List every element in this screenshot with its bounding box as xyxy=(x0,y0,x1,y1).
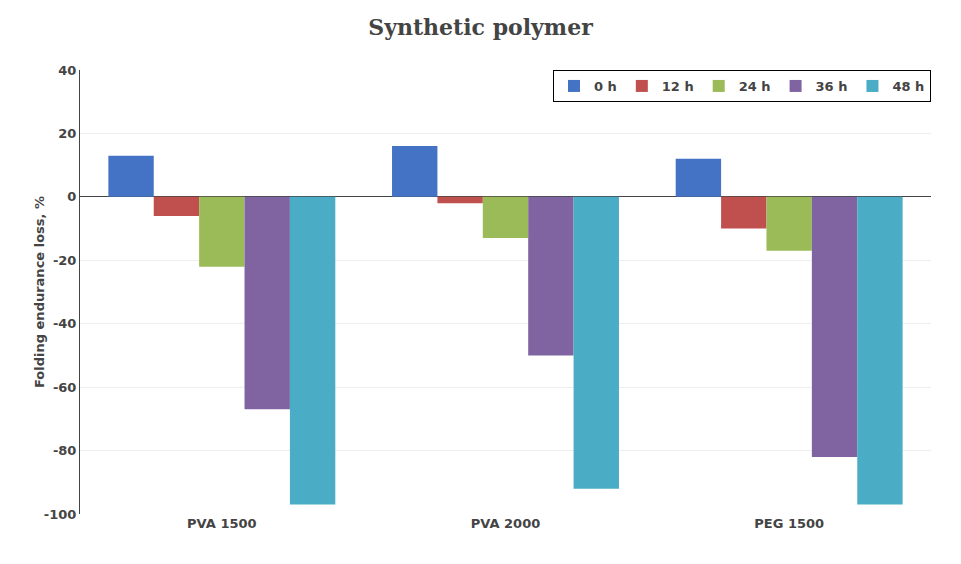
svg-text:-80: -80 xyxy=(53,443,77,458)
svg-text:PVA 2000: PVA 2000 xyxy=(471,516,540,531)
svg-text:48 h: 48 h xyxy=(892,79,924,94)
svg-text:40: 40 xyxy=(58,63,76,78)
svg-text:24 h: 24 h xyxy=(739,79,771,94)
svg-text:PVA 1500: PVA 1500 xyxy=(187,516,256,531)
svg-text:20: 20 xyxy=(58,126,76,141)
svg-text:12 h: 12 h xyxy=(662,79,694,94)
svg-text:-100: -100 xyxy=(44,507,77,522)
svg-text:Folding endurance loss, %: Folding endurance loss, % xyxy=(32,196,47,388)
svg-text:0: 0 xyxy=(67,189,76,204)
svg-text:-60: -60 xyxy=(53,380,77,395)
svg-text:PEG 1500: PEG 1500 xyxy=(754,516,824,531)
svg-text:-40: -40 xyxy=(53,316,77,331)
svg-text:-20: -20 xyxy=(53,253,77,268)
svg-text:0 h: 0 h xyxy=(594,79,617,94)
svg-text:Synthetic polymer: Synthetic polymer xyxy=(368,14,593,40)
svg-text:36 h: 36 h xyxy=(816,79,848,94)
